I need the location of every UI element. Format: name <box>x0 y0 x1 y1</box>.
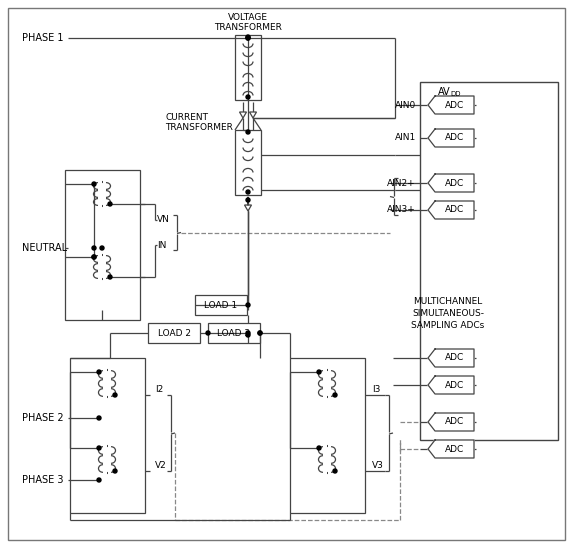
Text: AV: AV <box>438 87 450 97</box>
Text: PHASE 1: PHASE 1 <box>22 33 64 43</box>
Circle shape <box>246 35 250 39</box>
Text: TRANSFORMER: TRANSFORMER <box>214 22 282 31</box>
Bar <box>235 130 261 195</box>
Circle shape <box>97 446 101 450</box>
Circle shape <box>108 275 112 279</box>
Text: AIN3+: AIN3+ <box>387 206 416 214</box>
Text: ADC: ADC <box>445 134 464 142</box>
Bar <box>148 323 200 343</box>
Polygon shape <box>428 96 474 114</box>
Text: ADC: ADC <box>445 100 464 110</box>
Circle shape <box>317 370 321 374</box>
Polygon shape <box>428 129 474 147</box>
Polygon shape <box>428 349 474 367</box>
Circle shape <box>100 246 104 250</box>
Text: DD: DD <box>450 90 461 96</box>
Text: ADC: ADC <box>445 179 464 187</box>
Bar <box>208 323 260 343</box>
Polygon shape <box>428 201 474 219</box>
Bar <box>70 358 145 513</box>
Circle shape <box>333 393 337 397</box>
Text: ADC: ADC <box>445 380 464 390</box>
Circle shape <box>258 331 262 335</box>
Circle shape <box>333 469 337 473</box>
Circle shape <box>246 36 250 40</box>
Circle shape <box>113 469 117 473</box>
Circle shape <box>92 255 96 259</box>
Text: VN: VN <box>157 215 170 225</box>
Text: PHASE 3: PHASE 3 <box>22 475 64 485</box>
Circle shape <box>246 333 250 337</box>
Circle shape <box>97 416 101 420</box>
Text: TRANSFORMER: TRANSFORMER <box>165 123 233 132</box>
Circle shape <box>246 95 250 99</box>
Circle shape <box>246 36 250 40</box>
Circle shape <box>246 331 250 335</box>
Circle shape <box>108 202 112 206</box>
Text: ADC: ADC <box>445 206 464 214</box>
Polygon shape <box>428 376 474 394</box>
Text: LOAD 3: LOAD 3 <box>217 328 250 338</box>
Text: AIN1: AIN1 <box>395 134 416 142</box>
Bar <box>235 35 261 100</box>
Circle shape <box>246 303 250 307</box>
Circle shape <box>317 446 321 450</box>
Text: I2: I2 <box>155 385 163 395</box>
Circle shape <box>246 130 250 134</box>
Circle shape <box>92 255 96 259</box>
Text: SAMPLING ADCs: SAMPLING ADCs <box>411 322 485 330</box>
Text: AIN0: AIN0 <box>395 100 416 110</box>
Text: CURRENT: CURRENT <box>165 113 208 123</box>
Text: ADC: ADC <box>445 444 464 454</box>
Circle shape <box>97 478 101 482</box>
Text: MULTICHANNEL: MULTICHANNEL <box>413 298 482 306</box>
Circle shape <box>113 393 117 397</box>
Text: I3: I3 <box>372 385 380 395</box>
Polygon shape <box>428 413 474 431</box>
Text: V3: V3 <box>372 461 384 471</box>
Text: IN: IN <box>157 241 166 249</box>
Circle shape <box>92 182 96 186</box>
Circle shape <box>206 331 210 335</box>
Bar <box>420 82 558 440</box>
FancyArrow shape <box>240 112 246 118</box>
FancyArrow shape <box>249 112 257 118</box>
Text: LOAD 1: LOAD 1 <box>205 300 238 310</box>
Text: AIN2+: AIN2+ <box>387 179 416 187</box>
Circle shape <box>246 198 250 202</box>
Circle shape <box>246 190 250 194</box>
Text: ADC: ADC <box>445 418 464 426</box>
Text: PHASE 2: PHASE 2 <box>22 413 64 423</box>
Circle shape <box>97 370 101 374</box>
Text: NEUTRAL: NEUTRAL <box>22 243 67 253</box>
Bar <box>195 295 247 315</box>
Text: V2: V2 <box>155 461 167 471</box>
Text: ADC: ADC <box>445 353 464 362</box>
FancyArrow shape <box>245 197 252 211</box>
Bar <box>290 358 365 513</box>
Text: VOLTAGE: VOLTAGE <box>228 14 268 22</box>
Bar <box>65 170 140 320</box>
Polygon shape <box>428 440 474 458</box>
Text: LOAD 2: LOAD 2 <box>158 328 190 338</box>
Polygon shape <box>428 174 474 192</box>
Circle shape <box>258 331 262 335</box>
Text: SIMULTANEOUS-: SIMULTANEOUS- <box>412 310 484 318</box>
Circle shape <box>92 246 96 250</box>
